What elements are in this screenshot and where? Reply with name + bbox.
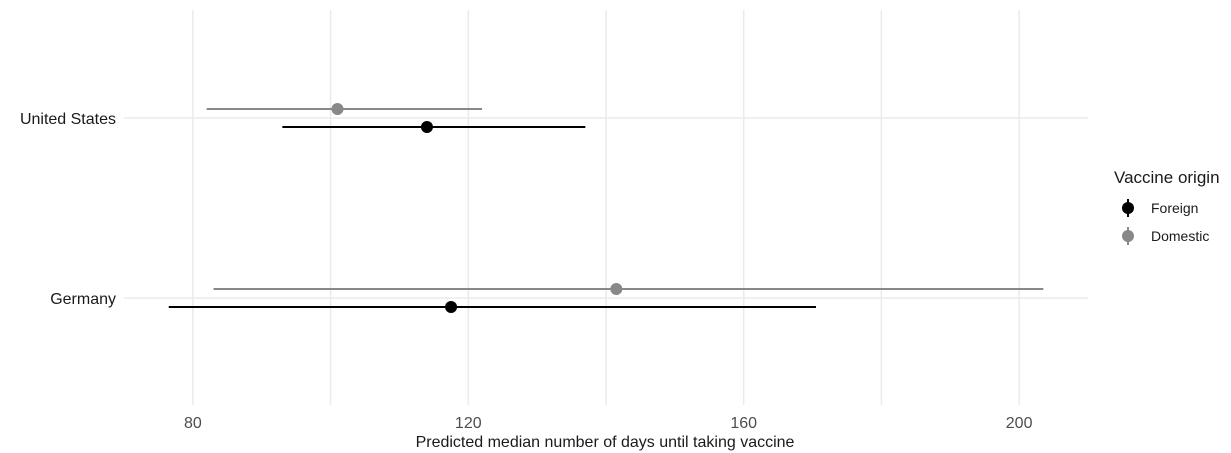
legend-key-point-domestic: [1122, 230, 1134, 242]
axis-layer: Predicted median number of days until ta…: [20, 111, 1033, 451]
legend-key-point-foreign: [1122, 202, 1134, 214]
y-tick-label-germany: Germany: [50, 291, 116, 308]
legend-title: Vaccine origin: [1114, 168, 1220, 187]
x-tick-label-160: 160: [730, 415, 757, 432]
x-tick-label-80: 80: [184, 415, 202, 432]
x-axis-title: Predicted median number of days until ta…: [416, 434, 795, 451]
legend: Vaccine origin Foreign Domestic: [1114, 168, 1220, 245]
x-tick-label-200: 200: [1006, 415, 1033, 432]
y-tick-label-united-states: United States: [20, 111, 116, 128]
grid-layer: [124, 10, 1088, 405]
data-layer: [168, 103, 1044, 313]
point-foreign-united-states: [420, 121, 433, 133]
legend-label-foreign: Foreign: [1151, 200, 1198, 216]
point-foreign-germany: [445, 301, 458, 313]
point-domestic-united-states: [331, 103, 344, 115]
legend-label-domestic: Domestic: [1151, 228, 1209, 244]
x-tick-label-120: 120: [455, 415, 482, 432]
point-domestic-germany: [610, 283, 623, 295]
